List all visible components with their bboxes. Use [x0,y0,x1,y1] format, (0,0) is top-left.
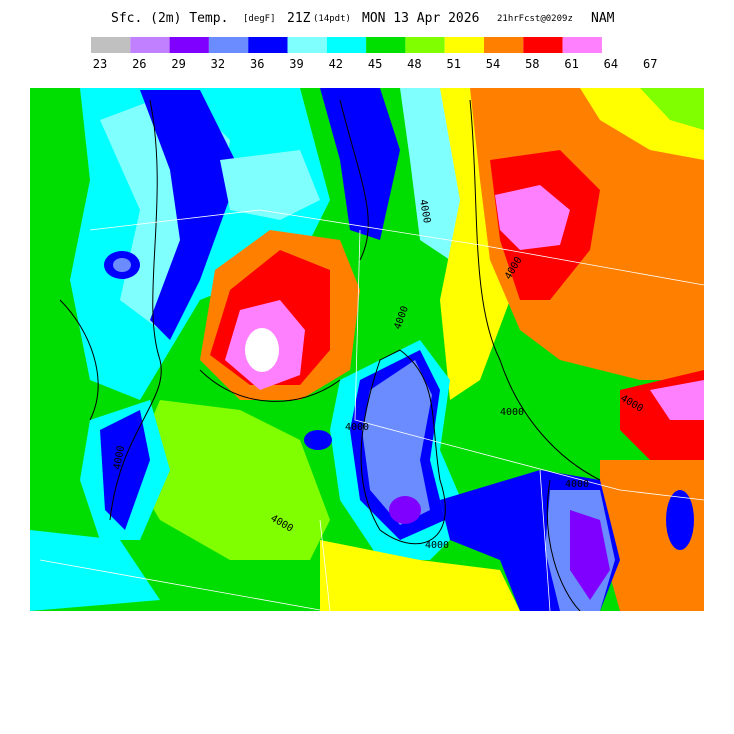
cold-region [220,150,320,220]
legend-label: 36 [250,57,264,71]
cold-region [320,88,400,240]
legend-label: 23 [93,57,107,71]
legend-label: 67 [643,57,657,71]
local-time: (14pdt) [313,14,351,24]
contour-label: 4000 [417,199,432,225]
state-borders [39,209,704,611]
legend-swatch [208,37,249,53]
cold-core [570,510,610,600]
legend-label: 32 [211,57,225,71]
contour-label: 4000 [425,540,449,551]
contour-label: 4000 [565,479,589,490]
title: Sfc. (2m) Temp. [degF] 21Z (14pdt) MON 1… [111,11,615,26]
cold-spot [113,258,131,272]
temperature-map: 4000 4000 4000 4000 4000 4000 4000 4000 … [30,88,704,611]
time: 21Z [287,11,311,26]
legend-label: 54 [486,57,500,71]
legend-swatch [248,37,288,53]
legend-label: 29 [171,57,185,71]
legend-label: 45 [368,57,382,71]
legend-label: 58 [525,57,539,71]
cold-region [100,410,150,530]
units: [degF] [243,14,276,24]
legend-label: 51 [446,57,460,71]
mild-region [130,400,330,560]
mild-region [640,88,704,130]
cold-spot [304,430,332,450]
legend-swatch [405,37,445,53]
legend-swatch [326,37,367,53]
legend-label: 39 [289,57,303,71]
legend-label: 48 [407,57,421,71]
hot-core [495,185,570,250]
legend-swatch [287,37,327,53]
color-legend: 23 26 29 32 36 39 42 45 48 51 54 58 61 64 67 [91,37,657,71]
cold-core [389,496,421,524]
contour-label: 4000 [112,445,127,471]
legend-swatch [484,37,524,53]
legend-swatch [444,37,484,53]
title-text: Sfc. (2m) Temp. [111,11,228,26]
contour-label: 4000 [500,407,524,418]
contour-label: 4000 [345,422,369,433]
hot-core [650,380,704,420]
hot-peak [245,328,279,372]
warm-region [320,540,520,611]
legend-label: 26 [132,57,146,71]
legend-swatch [366,37,406,53]
cold-region [362,360,432,525]
legend-swatch [91,37,131,53]
legend-swatch [169,37,209,53]
date: MON 13 Apr 2026 [362,11,479,26]
forecast: 21hrFcst@0209z [497,14,573,24]
cool-region [30,530,160,611]
legend-swatch [523,37,563,53]
legend-swatch [130,37,170,53]
legend-label: 64 [604,57,618,71]
cold-spot [666,490,694,550]
contours [59,99,601,611]
cold-region [140,90,240,340]
model: NAM [591,11,615,26]
legend-label: 42 [329,57,343,71]
legend-label: 61 [564,57,578,71]
legend-swatch [562,37,602,53]
